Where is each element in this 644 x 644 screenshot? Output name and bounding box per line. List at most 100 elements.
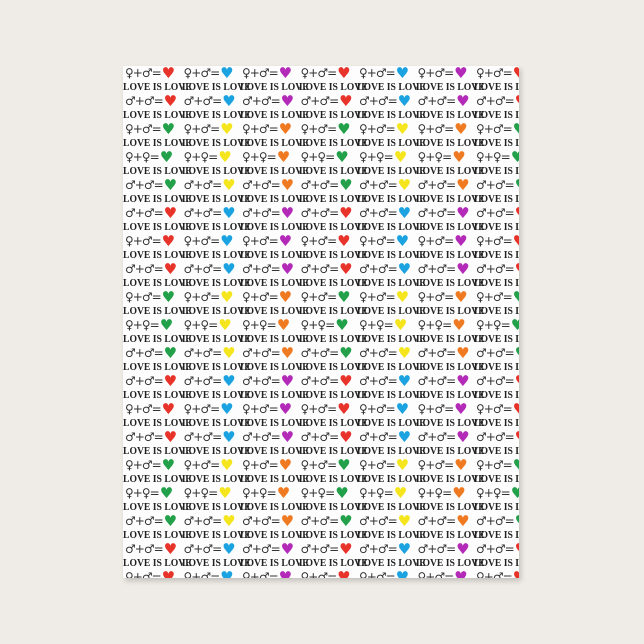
love-is-love-text: LOVE IS LOVE [474,137,519,149]
gender-symbols: ♀+♂= [125,234,162,248]
love-is-love-text: LOVE IS LOVE [415,333,485,345]
heart-icon: ♥ [161,568,176,579]
equation: ♀+♂=♥ [359,234,418,249]
gender-symbols: ♀+♀= [183,150,219,164]
gender-symbols: ♀+♂= [300,402,338,416]
equation: ♂+♂=♥ [476,262,519,277]
equation: ♀+♂=♥ [125,568,184,579]
equation: ♀+♀= ♥ [301,148,360,166]
love-is-love-text: LOVE IS LOVE [474,389,519,401]
equation: ♂+♂=♥ [418,94,477,109]
gender-symbols: ♀+♂= [359,66,396,80]
heart-icon: ♥ [280,428,295,446]
gender-symbols: ♂+♂= [242,262,281,276]
love-is-love-text: LOVE IS LOVE [181,445,251,457]
gender-symbols: ♂+♂= [242,206,281,220]
equation: ♀+♂=♥ [418,122,477,137]
gender-symbols: ♂+♂= [476,542,515,556]
love-is-love-text: LOVE IS LOVE [240,529,309,541]
equation: ♂+♂=♥ [301,178,360,193]
equation: ♀+♂=♥ [359,402,418,417]
heart-icon: ♥ [220,66,234,82]
love-is-love-text: LOVE IS LOVE [123,361,192,373]
equation: ♀+♂=♥ [301,570,360,579]
gender-symbols: ♂+♂= [125,514,164,528]
gender-symbols: ♀+♂= [359,402,396,416]
gender-symbols: ♀+♂= [417,234,455,248]
gender-symbols: ♀+♂= [476,570,513,578]
equation: ♀+♂=♥ [359,122,418,137]
heart-icon: ♥ [339,540,353,558]
equation: ♀+♀= ♥ [301,318,360,333]
love-is-love-text: LOVE IS LOVE [240,81,309,93]
equation: ♂+♂=♥ [476,374,519,389]
gender-symbols: ♂+♂= [242,94,281,108]
equation: ♂+♂=♥ [125,262,184,277]
equation: ♀+♀= ♥ [125,150,184,165]
gender-symbols: ♀+♂= [417,570,455,578]
heart-icon: ♥ [278,456,293,474]
gender-symbols: ♀+♂= [242,290,279,304]
equation: ♀+♀= ♥ [476,486,519,501]
equation: ♂+♂=♥ [242,346,301,361]
gender-symbols: ♂+♂= [242,374,281,388]
equation: ♀+♂=♥ [301,66,360,82]
heart-icon: ♥ [163,92,178,110]
gender-symbols: ♀+♂= [242,458,279,472]
gender-symbols: ♀+♂= [417,290,455,304]
gender-symbols: ♀+♀= [359,318,394,332]
gender-symbols: ♀+♂= [476,122,513,136]
equation: ♂+♂=♥ [125,92,184,110]
equation: ♀+♀= ♥ [359,318,418,333]
love-is-love-text: LOVE IS LOVE [357,81,426,93]
gender-symbols: ♂+♂= [183,206,223,220]
love-is-love-text: LOVE IS LOVE [181,501,251,513]
gender-symbols: ♀+♀= [476,486,511,500]
gender-symbols: ♀+♂= [417,458,455,472]
heart-icon: ♥ [161,288,176,306]
gender-symbols: ♀+♀= [476,150,511,164]
heart-icon: ♥ [397,204,412,222]
gender-symbols: ♀+♂= [125,570,162,578]
heart-icon: ♥ [222,540,236,558]
gender-symbols: ♂+♂= [125,430,164,444]
equation: ♀+♀= ♥ [242,150,301,165]
gender-symbols: ♂+♂= [183,346,223,360]
gender-symbols: ♀+♂= [359,290,396,304]
equation: ♂+♂=♥ [359,540,418,558]
heart-icon: ♥ [335,148,349,166]
gender-symbols: ♂+♂= [183,262,223,276]
love-is-love-text: LOVE IS LOVE [181,109,251,121]
gender-symbols: ♂+♂= [242,514,281,528]
equation: ♂+♂=♥ [242,206,301,221]
gender-symbols: ♀+♀= [242,150,277,164]
gender-symbols: ♀+♀= [242,318,277,332]
love-is-love-text: LOVE IS LOVE [298,557,368,569]
gender-symbols: ♂+♂= [359,374,398,388]
gender-symbols: ♂+♂= [359,542,398,556]
equation: ♂+♂=♥ [301,514,360,529]
love-is-love-text: LOVE IS LOVE [240,361,309,373]
equation: ♀+♂=♥ [476,570,519,579]
love-is-love-text: LOVE IS LOVE [123,557,192,569]
gender-symbols: ♂+♂= [476,430,515,444]
gender-symbols: ♂+♂= [476,94,515,108]
gender-symbols: ♂+♂= [242,542,281,556]
love-is-love-text: LOVE IS LOVE [357,333,426,345]
heart-icon: ♥ [456,540,470,558]
heart-icon: ♥ [510,148,519,166]
gender-symbols: ♂+♂= [300,542,340,556]
heart-icon: ♥ [515,430,519,445]
equation: ♀+♂=♥ [125,458,184,473]
love-is-love-text: LOVE IS LOVE [415,193,485,205]
love-is-love-text: LOVE IS LOVE [123,193,192,205]
gender-symbols: ♀+♂= [125,402,162,416]
heart-icon: ♥ [513,402,519,417]
heart-icon: ♥ [393,484,408,502]
equation: ♂+♂=♥ [184,178,243,193]
love-is-love-text: LOVE IS LOVE [298,249,368,261]
love-is-love-text: LOVE IS LOVE [298,109,368,121]
equation: ♀+♂=♥ [125,234,184,249]
heart-icon: ♥ [337,66,351,82]
heart-icon: ♥ [397,540,412,558]
